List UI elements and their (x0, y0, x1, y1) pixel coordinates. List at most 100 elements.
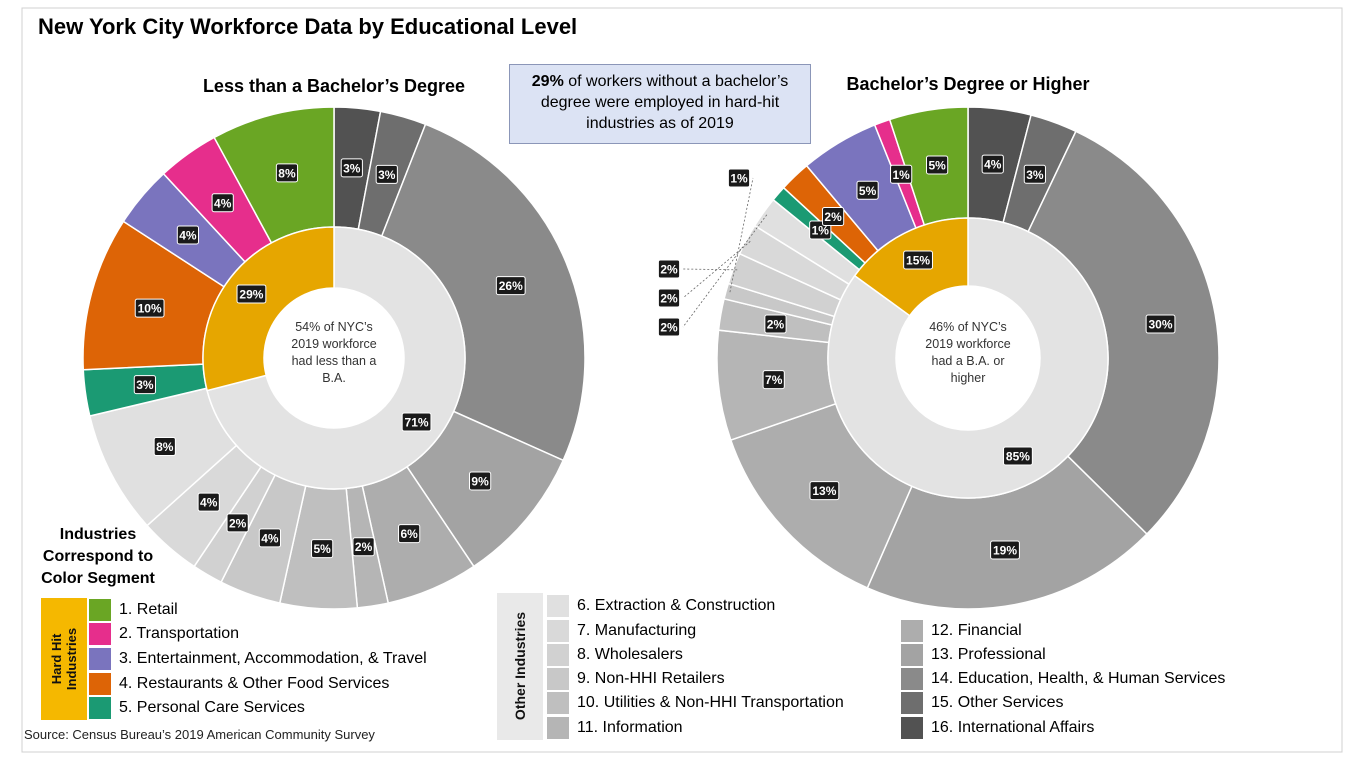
svg-text:5%: 5% (313, 542, 331, 556)
left-outer-label: 8% (153, 437, 176, 457)
legend-item: 6. Extraction & Construction (547, 595, 775, 617)
right-outer-label: 3% (1023, 164, 1046, 184)
right-leader-line (682, 214, 768, 328)
legend-swatch (89, 599, 111, 621)
left-outer-label: 4% (197, 492, 220, 512)
left-inner-label: 29% (236, 284, 267, 304)
svg-text:10%: 10% (138, 302, 162, 316)
right-outer-label: 2% (657, 259, 681, 279)
legend-swatch (547, 595, 569, 617)
legend-label: 1. Retail (119, 601, 178, 618)
left-center-text: 2019 workforce (291, 337, 377, 351)
right-leader-line (682, 241, 751, 299)
donut-chart-ba-or-higher: Bachelor’s Degree or Higher 46% of NYC’s 2… (657, 74, 1220, 610)
svg-text:19%: 19% (993, 543, 1017, 557)
legend-item: 7. Manufacturing (547, 620, 696, 642)
svg-text:29%: 29% (239, 287, 263, 301)
svg-text:15%: 15% (906, 253, 930, 267)
right-outer-label: 7% (762, 370, 785, 390)
legend-item: 16. International Affairs (901, 717, 1094, 739)
svg-text:4%: 4% (179, 228, 197, 242)
svg-text:4%: 4% (214, 196, 232, 210)
legend-label: 12. Financial (931, 622, 1022, 639)
left-outer-label: 2% (352, 537, 375, 557)
left-outer-label: 6% (398, 524, 421, 544)
legend-swatch (547, 692, 569, 714)
right-outer-label: 2% (657, 288, 681, 308)
legend-item: 9. Non-HHI Retailers (547, 668, 725, 690)
legend-swatch (901, 668, 923, 690)
left-outer-label: 4% (258, 528, 282, 548)
legend-swatch (547, 644, 569, 666)
svg-text:9%: 9% (471, 475, 489, 489)
left-outer-label: 10% (134, 298, 165, 318)
legend-label: 11. Information (577, 719, 683, 736)
legend-label: 9. Non-HHI Retailers (577, 670, 725, 687)
right-outer-label: 1% (727, 168, 751, 188)
svg-text:4%: 4% (261, 531, 279, 545)
right-outer-label: 5% (926, 155, 949, 175)
svg-text:6%: 6% (400, 527, 418, 541)
source-note: Source: Census Bureau’s 2019 American Co… (24, 727, 375, 742)
right-outer-label: 19% (990, 540, 1020, 560)
right-center-text: 2019 workforce (925, 337, 1011, 351)
svg-text:8%: 8% (278, 166, 296, 180)
legend-label: 2. Transportation (119, 625, 240, 642)
legend-item: 8. Wholesalers (547, 644, 683, 666)
legend-swatch (547, 620, 569, 642)
legend-label: 13. Professional (931, 646, 1046, 663)
svg-text:3%: 3% (136, 378, 154, 392)
left-inner-label: 71% (401, 412, 432, 432)
left-outer-label: 3% (375, 164, 398, 184)
callout-text: of workers without a bachelor’s degree w… (540, 73, 789, 132)
legend-swatch (901, 692, 923, 714)
svg-text:26%: 26% (499, 279, 523, 293)
legend-swatch (547, 717, 569, 739)
legend-label: 4. Restaurants & Other Food Services (119, 675, 390, 692)
legend-label: 10. Utilities & Non-HHI Transportation (577, 694, 844, 711)
right-center-text: had a B.A. or (932, 354, 1005, 368)
left-center-hole (264, 288, 404, 428)
legend-item: 5. Personal Care Services (89, 697, 305, 719)
legend-swatch (89, 697, 111, 719)
svg-text:1%: 1% (812, 223, 830, 237)
legend-item: 4. Restaurants & Other Food Services (89, 673, 389, 695)
svg-text:3%: 3% (378, 168, 396, 182)
legend-swatch (901, 644, 923, 666)
svg-text:1%: 1% (730, 172, 748, 186)
left-outer-label: 26% (495, 276, 526, 296)
legend-swatch (89, 623, 111, 645)
legend-label: 7. Manufacturing (577, 622, 697, 639)
legend-item: 15. Other Services (901, 692, 1064, 714)
callout-bold-value: 29% (531, 73, 564, 90)
right-outer-label: 1% (890, 164, 913, 184)
legend-item: 10. Utilities & Non-HHI Transportation (547, 692, 844, 714)
left-title: Less than a Bachelor’s Degree (203, 76, 465, 96)
right-inner-label: 85% (1003, 446, 1033, 466)
svg-text:3%: 3% (1026, 168, 1044, 182)
right-inner-label: 15% (903, 250, 933, 270)
donut-chart-less-than-ba: Less than a Bachelor’s Degree 54% of NYC’… (82, 76, 586, 610)
right-leader-line (682, 268, 738, 271)
chart-title: New York City Workforce Data by Educatio… (38, 14, 578, 39)
svg-text:13%: 13% (812, 484, 836, 498)
left-outer-label: 3% (133, 375, 156, 395)
legend-swatch (89, 648, 111, 670)
svg-text:2%: 2% (660, 263, 678, 277)
left-outer-label: 3% (340, 158, 363, 178)
legend-item: 11. Information (547, 717, 683, 739)
left-center-text: had less than a (292, 354, 377, 368)
right-outer-label: 2% (657, 317, 681, 337)
hard-hit-label: Hard Hit Industries (49, 627, 79, 691)
svg-text:2%: 2% (767, 318, 785, 332)
svg-text:71%: 71% (405, 416, 429, 430)
svg-text:2%: 2% (229, 516, 247, 530)
legend-item: 2. Transportation (89, 623, 239, 645)
left-outer-label: 9% (469, 471, 492, 491)
right-center-hole (896, 286, 1040, 430)
legend-swatch (547, 668, 569, 690)
right-center-text: higher (951, 371, 986, 385)
legend-swatch (901, 717, 923, 739)
legend-label: 14. Education, Health, & Human Services (931, 670, 1226, 687)
